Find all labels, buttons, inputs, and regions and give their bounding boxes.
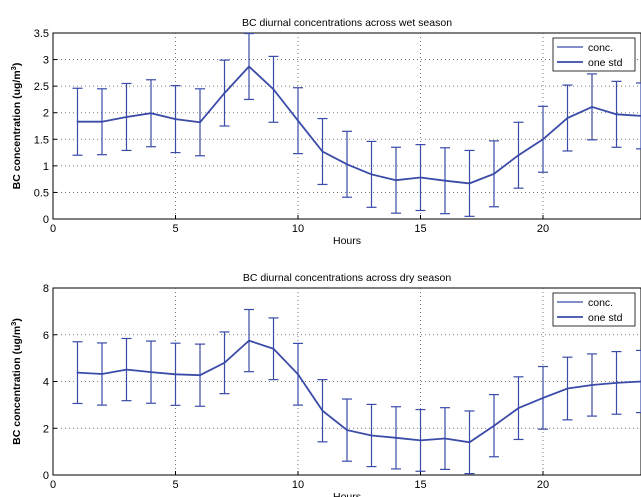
legend: conc. one std <box>553 38 635 71</box>
legend-label-std: one std <box>588 57 623 69</box>
data-point <box>175 373 177 375</box>
x-tick-label: 0 <box>50 479 56 491</box>
data-point <box>150 112 152 114</box>
x-tick-label: 15 <box>414 479 426 491</box>
data-point <box>371 435 373 437</box>
data-point <box>101 373 103 375</box>
data-point <box>248 340 250 342</box>
x-tick-label: 10 <box>292 223 304 235</box>
y-tick-label: 0 <box>43 214 49 226</box>
data-point <box>469 441 471 443</box>
data-point <box>224 92 226 94</box>
legend-label-conc: conc. <box>588 297 613 309</box>
y-axis-label-tail: ) <box>11 63 23 67</box>
data-point <box>395 179 397 181</box>
data-point <box>420 177 422 179</box>
data-point <box>199 121 201 123</box>
x-tick-label: 5 <box>172 479 178 491</box>
chart-panel-1: 0 0.5 1 1.5 2 2.5 3 3.5 0 5 10 15 20 BC diurnal conce… <box>9 17 641 247</box>
data-point <box>297 120 299 122</box>
y-tick-label: 6 <box>43 330 49 342</box>
data-point <box>175 118 177 120</box>
data-point <box>420 440 422 442</box>
y-tick-label: 8 <box>43 283 49 295</box>
data-point <box>616 113 618 115</box>
data-point <box>224 362 226 364</box>
y-tick-label: 0 <box>43 470 49 482</box>
data-point <box>567 117 569 119</box>
data-point <box>616 382 618 384</box>
data-point <box>150 371 152 373</box>
data-point <box>371 173 373 175</box>
data-point <box>322 151 324 153</box>
y-tick-label: 3.5 <box>34 28 49 40</box>
y-axis-label: BC concentration (ug/m3) <box>9 318 23 445</box>
data-point <box>518 154 520 156</box>
x-axis-label: Hours <box>333 491 361 497</box>
x-tick-label: 15 <box>414 223 426 235</box>
data-point <box>493 425 495 427</box>
y-axis-label-main: BC concentration (ug/m <box>11 326 23 445</box>
x-tick-label: 20 <box>537 223 549 235</box>
data-point <box>444 438 446 440</box>
legend-label-conc: conc. <box>588 42 613 54</box>
data-point <box>395 437 397 439</box>
y-tick-label: 3 <box>43 55 49 67</box>
y-tick-label: 2.5 <box>34 81 49 93</box>
data-point <box>469 182 471 184</box>
data-point <box>273 348 275 350</box>
data-point <box>518 407 520 409</box>
data-point <box>322 410 324 412</box>
data-point <box>493 173 495 175</box>
data-point <box>542 138 544 140</box>
x-tick-label: 20 <box>537 479 549 491</box>
y-axis-label-tail: ) <box>11 318 23 322</box>
data-point <box>273 88 275 90</box>
data-point <box>346 429 348 431</box>
data-point <box>248 66 250 68</box>
y-tick-label: 4 <box>43 377 49 389</box>
data-point <box>77 372 79 374</box>
data-point <box>199 374 201 376</box>
y-tick-label: 1 <box>43 161 49 173</box>
x-tick-label: 10 <box>292 479 304 491</box>
chart-panel-2: 0 2 4 6 8 0 5 10 15 20 BC diurnal concentrations a… <box>9 272 641 497</box>
x-axis-label: Hours <box>333 235 361 247</box>
x-tick-label: 0 <box>50 223 56 235</box>
y-axis-label: BC concentration (ug/m3) <box>9 63 23 190</box>
y-tick-label: 2 <box>43 108 49 120</box>
data-point <box>126 116 128 118</box>
legend-label-std: one std <box>588 312 623 324</box>
data-point <box>567 388 569 390</box>
data-point <box>591 384 593 386</box>
legend: conc. one std <box>553 293 635 326</box>
data-point <box>346 163 348 165</box>
y-tick-label: 2 <box>43 423 49 435</box>
data-point <box>444 180 446 182</box>
y-tick-label: 1.5 <box>34 134 49 146</box>
data-point <box>542 397 544 399</box>
data-point <box>297 373 299 375</box>
chart-title: BC diurnal concentrations across dry sea… <box>243 272 452 284</box>
chart-title: BC diurnal concentrations across wet sea… <box>242 17 452 29</box>
data-point <box>126 369 128 371</box>
y-axis-label-main: BC concentration (ug/m <box>11 70 23 189</box>
data-point <box>591 106 593 108</box>
y-tick-label: 0.5 <box>34 187 49 199</box>
data-point <box>101 121 103 123</box>
data-point <box>77 121 79 123</box>
x-tick-label: 5 <box>172 223 178 235</box>
